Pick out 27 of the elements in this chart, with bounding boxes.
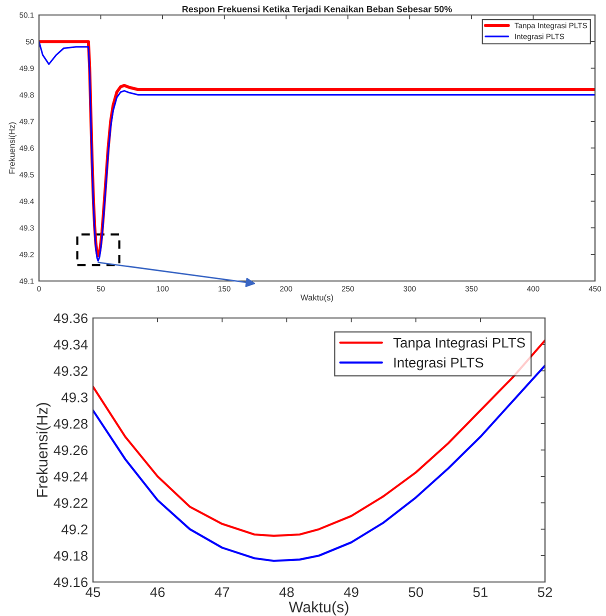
x-axis-title: Waktu(s) bbox=[288, 601, 348, 616]
chart-title: Respon Frekuensi Ketika Terjadi Kenaikan Beban Sebesar 50% bbox=[182, 6, 452, 14]
x-tick-label: 50 bbox=[408, 587, 424, 598]
x-tick-label: 49 bbox=[344, 587, 358, 598]
y-axis-title: Frekuensi(Hz) bbox=[36, 402, 51, 497]
y-tick-label: 49.16 bbox=[54, 577, 88, 588]
y-tick-label: 49.22 bbox=[54, 498, 88, 508]
x-tick-label: 52 bbox=[538, 587, 552, 598]
x-axis-title: Waktu(s) bbox=[300, 294, 333, 302]
x-tick-label: 51 bbox=[473, 587, 488, 598]
x-tick-label: 46 bbox=[150, 587, 165, 598]
y-axis-title: Frekuensi(Hz) bbox=[8, 122, 16, 174]
legend-label: Integrasi PLTS bbox=[394, 357, 484, 370]
y-tick-label: 49.24 bbox=[54, 472, 88, 482]
legend-label: Tanpa Integrasi PLTS bbox=[393, 337, 525, 350]
x-tick-label: 45 bbox=[86, 587, 100, 598]
x-tick-label: 48 bbox=[279, 587, 294, 598]
x-tick-label: 47 bbox=[214, 587, 230, 597]
y-tick-label: 49.28 bbox=[54, 418, 88, 429]
y-tick-label: 49.26 bbox=[54, 445, 88, 456]
y-tick-label: 49.32 bbox=[54, 366, 88, 376]
y-tick-label: 49.2 bbox=[61, 524, 88, 534]
y-tick-label: 49.18 bbox=[54, 550, 88, 561]
y-tick-label: 49.3 bbox=[61, 392, 88, 402]
y-tick-label: 49.36 bbox=[54, 313, 88, 324]
line-series bbox=[93, 339, 545, 537]
y-tick-label: 49.34 bbox=[54, 340, 88, 350]
